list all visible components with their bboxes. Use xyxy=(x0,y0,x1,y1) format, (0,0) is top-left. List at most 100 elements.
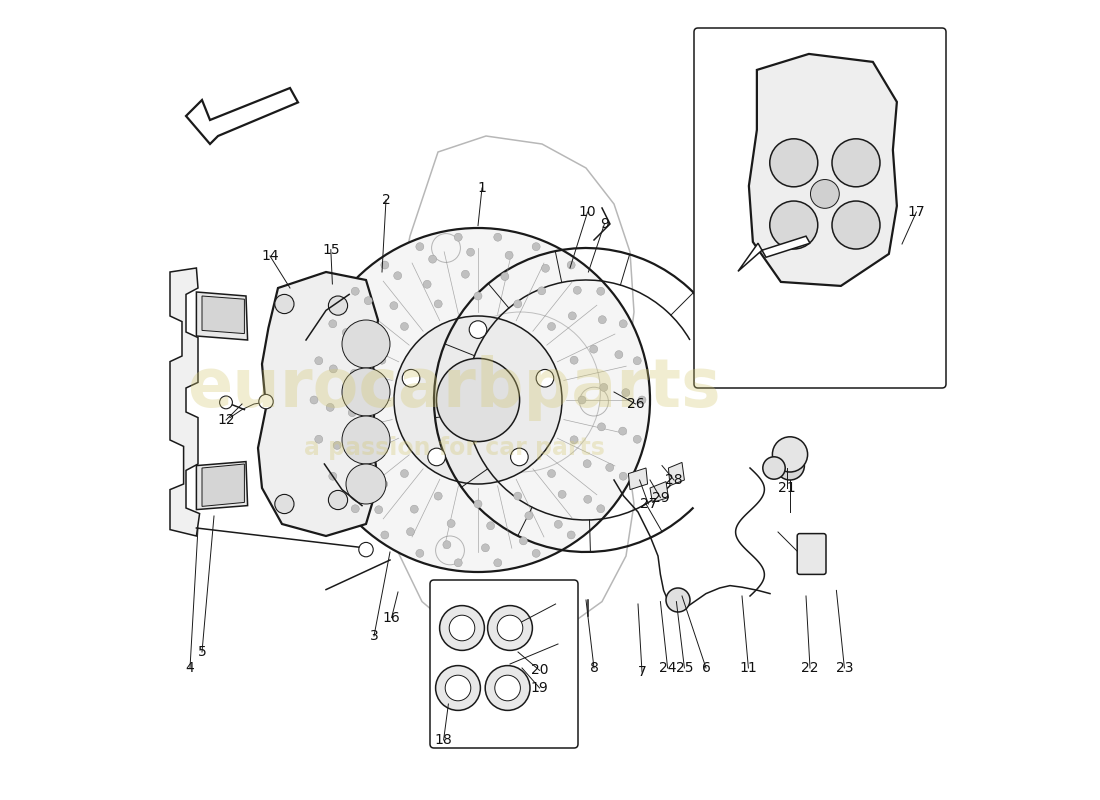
Circle shape xyxy=(514,492,521,500)
Circle shape xyxy=(776,451,804,480)
Circle shape xyxy=(510,448,528,466)
Circle shape xyxy=(381,261,388,269)
Circle shape xyxy=(327,403,334,411)
Text: 28: 28 xyxy=(666,473,683,487)
Text: 2: 2 xyxy=(382,193,390,207)
Circle shape xyxy=(606,463,614,471)
Circle shape xyxy=(400,470,408,478)
Circle shape xyxy=(485,666,530,710)
Text: 9: 9 xyxy=(600,217,608,231)
Circle shape xyxy=(275,294,294,314)
Circle shape xyxy=(329,320,337,328)
Text: 4: 4 xyxy=(186,661,195,675)
Circle shape xyxy=(434,492,442,500)
Circle shape xyxy=(573,286,581,294)
Text: 15: 15 xyxy=(322,242,340,257)
Text: 24: 24 xyxy=(659,661,676,675)
Circle shape xyxy=(497,615,522,641)
Circle shape xyxy=(342,368,390,416)
Circle shape xyxy=(570,436,579,444)
Circle shape xyxy=(597,287,605,295)
Circle shape xyxy=(474,500,482,508)
Circle shape xyxy=(832,139,880,187)
Circle shape xyxy=(437,358,519,442)
FancyBboxPatch shape xyxy=(694,28,946,388)
Circle shape xyxy=(424,280,431,288)
Circle shape xyxy=(532,242,540,250)
Polygon shape xyxy=(202,464,244,506)
Text: 3: 3 xyxy=(370,629,378,643)
Circle shape xyxy=(570,356,579,364)
Circle shape xyxy=(306,228,650,572)
Circle shape xyxy=(554,520,562,528)
Polygon shape xyxy=(749,54,896,286)
Text: 21: 21 xyxy=(778,481,795,495)
Circle shape xyxy=(494,559,502,567)
Text: 14: 14 xyxy=(261,249,278,263)
Circle shape xyxy=(359,447,366,455)
Text: 26: 26 xyxy=(627,397,645,411)
Text: 8: 8 xyxy=(590,661,598,675)
Polygon shape xyxy=(628,468,648,490)
Circle shape xyxy=(597,423,605,431)
Circle shape xyxy=(832,201,880,249)
Text: a passion for car parts: a passion for car parts xyxy=(304,436,604,460)
Polygon shape xyxy=(202,296,244,334)
Circle shape xyxy=(536,370,553,387)
Text: 6: 6 xyxy=(702,661,711,675)
Circle shape xyxy=(375,506,383,514)
Circle shape xyxy=(619,320,627,328)
Circle shape xyxy=(364,297,372,305)
Circle shape xyxy=(770,139,817,187)
Circle shape xyxy=(762,457,785,479)
Polygon shape xyxy=(738,236,810,271)
Text: 22: 22 xyxy=(801,661,818,675)
Polygon shape xyxy=(669,462,684,486)
Circle shape xyxy=(428,448,446,466)
Circle shape xyxy=(333,442,341,450)
Polygon shape xyxy=(170,268,199,536)
Circle shape xyxy=(811,179,839,208)
Circle shape xyxy=(410,505,418,513)
Circle shape xyxy=(638,396,646,404)
Circle shape xyxy=(446,675,471,701)
Circle shape xyxy=(359,542,373,557)
Circle shape xyxy=(568,261,575,269)
Circle shape xyxy=(583,460,591,468)
Circle shape xyxy=(407,528,415,536)
Text: 5: 5 xyxy=(198,645,207,659)
Circle shape xyxy=(615,350,623,358)
Circle shape xyxy=(568,531,575,539)
Circle shape xyxy=(447,519,455,527)
Circle shape xyxy=(618,427,627,435)
Circle shape xyxy=(487,606,532,650)
Circle shape xyxy=(619,472,627,480)
Text: 11: 11 xyxy=(739,661,757,675)
Circle shape xyxy=(351,505,360,513)
Circle shape xyxy=(349,409,356,417)
Text: 1: 1 xyxy=(477,181,486,195)
Circle shape xyxy=(548,470,556,478)
Text: 29: 29 xyxy=(651,490,669,505)
Circle shape xyxy=(351,369,359,377)
Circle shape xyxy=(342,329,350,337)
Circle shape xyxy=(538,287,546,295)
Circle shape xyxy=(548,322,556,330)
Circle shape xyxy=(403,370,420,387)
Circle shape xyxy=(486,522,495,530)
FancyBboxPatch shape xyxy=(798,534,826,574)
Circle shape xyxy=(275,494,294,514)
Circle shape xyxy=(346,464,386,504)
Circle shape xyxy=(461,270,470,278)
Circle shape xyxy=(621,389,630,397)
Circle shape xyxy=(666,588,690,612)
Text: eurocarbparts: eurocarbparts xyxy=(187,355,720,421)
Text: 18: 18 xyxy=(434,733,452,747)
Circle shape xyxy=(315,357,322,365)
Circle shape xyxy=(416,550,424,558)
Circle shape xyxy=(443,541,451,549)
Circle shape xyxy=(519,537,527,545)
Circle shape xyxy=(329,365,338,373)
Polygon shape xyxy=(258,272,378,536)
Circle shape xyxy=(381,531,388,539)
